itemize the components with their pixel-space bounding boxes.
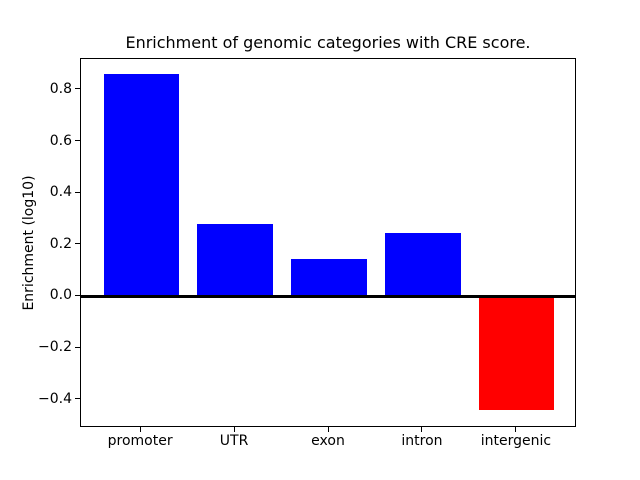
x-tick-mark <box>421 427 423 432</box>
bar-exon <box>291 258 367 297</box>
y-tick-mark <box>75 140 80 142</box>
x-tick-label-intergenic: intergenic <box>480 433 552 449</box>
bar-promoter <box>103 74 179 297</box>
y-tick-mark <box>75 88 80 90</box>
y-tick-label: −0.2 <box>38 339 72 355</box>
x-tick-label-intron: intron <box>401 433 443 449</box>
bar-UTR <box>197 224 273 297</box>
x-tick-mark <box>139 427 141 432</box>
x-tick-label-UTR: UTR <box>219 433 249 449</box>
y-tick-mark <box>75 346 80 348</box>
y-tick-mark <box>75 398 80 400</box>
y-tick-mark <box>75 294 80 296</box>
y-tick-label: 0.6 <box>49 132 72 149</box>
x-tick-mark <box>515 427 517 432</box>
y-tick-label: 0.4 <box>49 184 72 201</box>
x-tick-mark <box>233 427 235 432</box>
y-tick-mark <box>75 243 80 245</box>
x-tick-mark <box>327 427 329 432</box>
zero-line <box>81 294 575 298</box>
y-tick-mark <box>75 191 80 193</box>
x-tick-label-promoter: promoter <box>107 433 173 449</box>
y-tick-label: 0.0 <box>49 287 72 304</box>
y-tick-label: −0.4 <box>38 390 72 407</box>
chart-title: Enrichment of genomic categories with CR… <box>125 33 531 52</box>
x-tick-label-exon: exon <box>311 433 345 449</box>
bar-intergenic <box>479 296 555 410</box>
bar-intron <box>385 233 461 297</box>
y-tick-label: 0.2 <box>49 235 72 252</box>
plot-area <box>80 58 576 427</box>
y-tick-label: 0.8 <box>49 80 72 97</box>
